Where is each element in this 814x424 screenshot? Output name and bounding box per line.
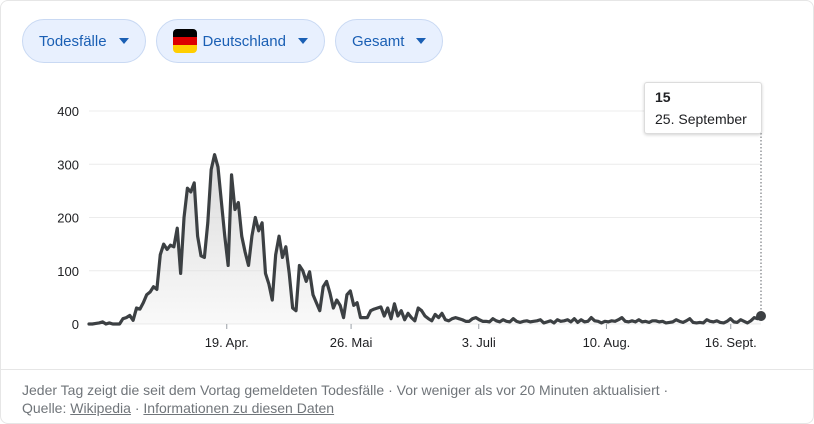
x-tick-label: 10. Aug.: [583, 335, 631, 350]
x-tick-label: 16. Sept.: [705, 335, 757, 350]
chevron-down-icon: [118, 38, 129, 44]
timerange-dropdown[interactable]: Gesamt: [334, 19, 444, 63]
data-info-link[interactable]: Informationen zu diesen Daten: [143, 400, 335, 416]
y-tick-label: 300: [57, 157, 79, 172]
y-tick-label: 100: [57, 264, 79, 279]
y-tick-label: 400: [57, 104, 79, 119]
x-tick-label: 26. Mai: [330, 335, 373, 350]
chart-tooltip: 15 25. September: [644, 82, 762, 134]
footer-note: Jeder Tag zeigt die seit dem Vortag geme…: [22, 382, 385, 398]
footer-updated: Vor weniger als vor 20 Minuten aktualisi…: [396, 382, 660, 398]
y-tick-label: 0: [72, 317, 79, 332]
series-line: [87, 153, 763, 326]
tooltip-value: 15: [655, 89, 671, 105]
x-tick-label: 19. Apr.: [205, 335, 249, 350]
deaths-chart[interactable]: 0 100 200 300 400 19. Apr. 26. Mai 3. Juli 10. A…: [1, 1, 813, 371]
chevron-down-icon: [416, 38, 427, 44]
footer-source-label: Quelle:: [22, 400, 67, 416]
chart-footer: Jeder Tag zeigt die seit dem Vortag geme…: [22, 381, 803, 417]
x-tick-label: 3. Juli: [462, 335, 496, 350]
germany-flag-icon: [172, 29, 197, 53]
timerange-dropdown-label: Gesamt: [351, 32, 405, 50]
chevron-down-icon: [297, 38, 308, 44]
region-dropdown-label: Deutschland: [202, 32, 286, 50]
footer-separator: ·: [134, 400, 140, 416]
footer-divider: [1, 369, 813, 370]
highlight-point: [756, 311, 766, 322]
footer-separator: ·: [663, 382, 669, 398]
metric-dropdown-label: Todesfälle: [39, 32, 107, 50]
footer-separator: ·: [388, 382, 393, 398]
wikipedia-link[interactable]: Wikipedia: [70, 400, 131, 416]
metric-dropdown[interactable]: Todesfälle: [22, 19, 146, 63]
series-area: [89, 154, 761, 324]
filter-bar: Todesfälle Deutschland Gesamt: [22, 19, 444, 65]
region-dropdown[interactable]: Deutschland: [155, 19, 325, 63]
tooltip-date: 25. September: [655, 111, 747, 127]
y-tick-label: 200: [57, 211, 79, 226]
